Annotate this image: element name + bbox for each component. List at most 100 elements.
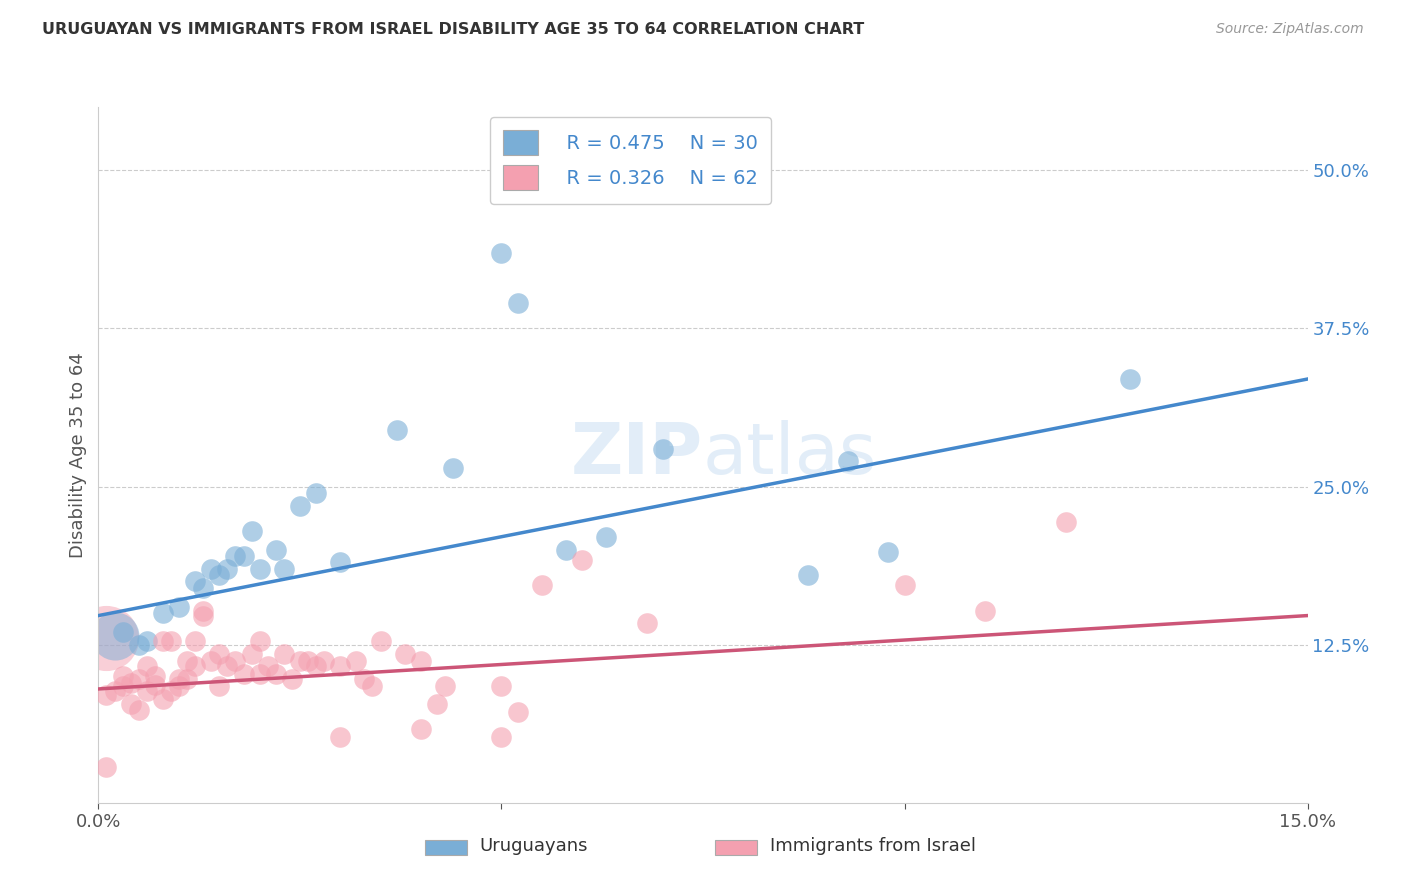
Point (571, 553, 593, 567)
Point (232, 666, 254, 681)
Point (797, 568, 820, 582)
Point (409, 654, 432, 668)
Point (281, 672, 304, 686)
Point (224, 549, 246, 563)
Point (160, 684, 183, 698)
Point (305, 659, 328, 673)
Point (344, 654, 367, 668)
Point (152, 633, 174, 648)
Point (329, 730, 352, 744)
Point (434, 680, 457, 694)
Point (506, 705, 529, 719)
Point (506, 296, 529, 310)
Bar (425, 839, 467, 855)
Point (441, 460, 464, 475)
Point (491, 730, 513, 744)
Text: URUGUAYAN VS IMMIGRANTS FROM ISRAEL DISABILITY AGE 35 TO 64 CORRELATION CHART: URUGUAYAN VS IMMIGRANTS FROM ISRAEL DISA… (42, 22, 865, 37)
Point (193, 581, 215, 595)
Point (208, 568, 231, 582)
Point (273, 647, 295, 661)
Point (636, 616, 658, 631)
Point (361, 680, 384, 694)
Point (184, 659, 207, 673)
Point (152, 692, 174, 706)
Point (249, 666, 271, 681)
Y-axis label: Disability Age 35 to 64: Disability Age 35 to 64 (69, 352, 87, 558)
Point (240, 647, 263, 661)
Point (329, 659, 352, 673)
Point (135, 633, 157, 648)
Point (167, 599, 190, 614)
Point (167, 680, 190, 694)
Point (128, 703, 150, 717)
Bar (716, 839, 758, 855)
Point (329, 556, 352, 570)
Point (240, 524, 263, 538)
Point (111, 669, 134, 683)
Point (176, 672, 198, 686)
Point (288, 499, 311, 513)
Point (249, 633, 271, 648)
Point (974, 603, 997, 617)
Point (176, 654, 198, 668)
Point (184, 574, 207, 589)
Text: Immigrants from Israel: Immigrants from Israel (769, 837, 976, 855)
Point (193, 608, 215, 623)
Point (193, 603, 215, 617)
Point (111, 625, 134, 640)
Point (297, 654, 319, 668)
Point (167, 672, 190, 686)
Point (394, 647, 416, 661)
Point (184, 633, 207, 648)
Point (96, 688, 118, 702)
Point (426, 697, 449, 711)
Point (217, 562, 239, 576)
Point (143, 678, 166, 692)
Point (152, 606, 174, 620)
Text: Uruguayans: Uruguayans (479, 837, 588, 855)
Point (208, 680, 231, 694)
Point (217, 659, 239, 673)
Point (208, 647, 231, 661)
Point (96, 760, 118, 774)
Point (128, 672, 150, 686)
Point (120, 697, 142, 711)
Point (1054, 515, 1077, 529)
Text: atlas: atlas (703, 420, 877, 490)
Point (305, 486, 328, 500)
Point (264, 542, 287, 557)
Text: ZIP: ZIP (571, 420, 703, 490)
Point (370, 633, 392, 648)
Point (837, 454, 859, 468)
Point (273, 562, 295, 576)
Point (120, 675, 142, 690)
Point (264, 666, 287, 681)
Point (651, 442, 673, 456)
Point (893, 578, 915, 592)
Point (314, 654, 336, 668)
Point (409, 723, 432, 737)
Point (530, 578, 553, 592)
Point (595, 530, 617, 544)
Point (103, 684, 125, 698)
Point (103, 629, 125, 643)
Point (200, 562, 222, 576)
Point (135, 659, 157, 673)
Point (491, 245, 513, 260)
Point (143, 669, 166, 683)
Point (160, 633, 183, 648)
Point (232, 549, 254, 563)
Legend:   R = 0.475    N = 30,   R = 0.326    N = 62: R = 0.475 N = 30, R = 0.326 N = 62 (489, 117, 772, 203)
Point (288, 654, 311, 668)
Point (1119, 372, 1142, 386)
Text: Source: ZipAtlas.com: Source: ZipAtlas.com (1216, 22, 1364, 37)
Point (224, 654, 246, 668)
Point (249, 562, 271, 576)
Point (385, 423, 408, 437)
Point (877, 545, 900, 559)
Point (200, 654, 222, 668)
Point (135, 684, 157, 698)
Point (111, 680, 134, 694)
Point (128, 638, 150, 652)
Point (353, 672, 375, 686)
